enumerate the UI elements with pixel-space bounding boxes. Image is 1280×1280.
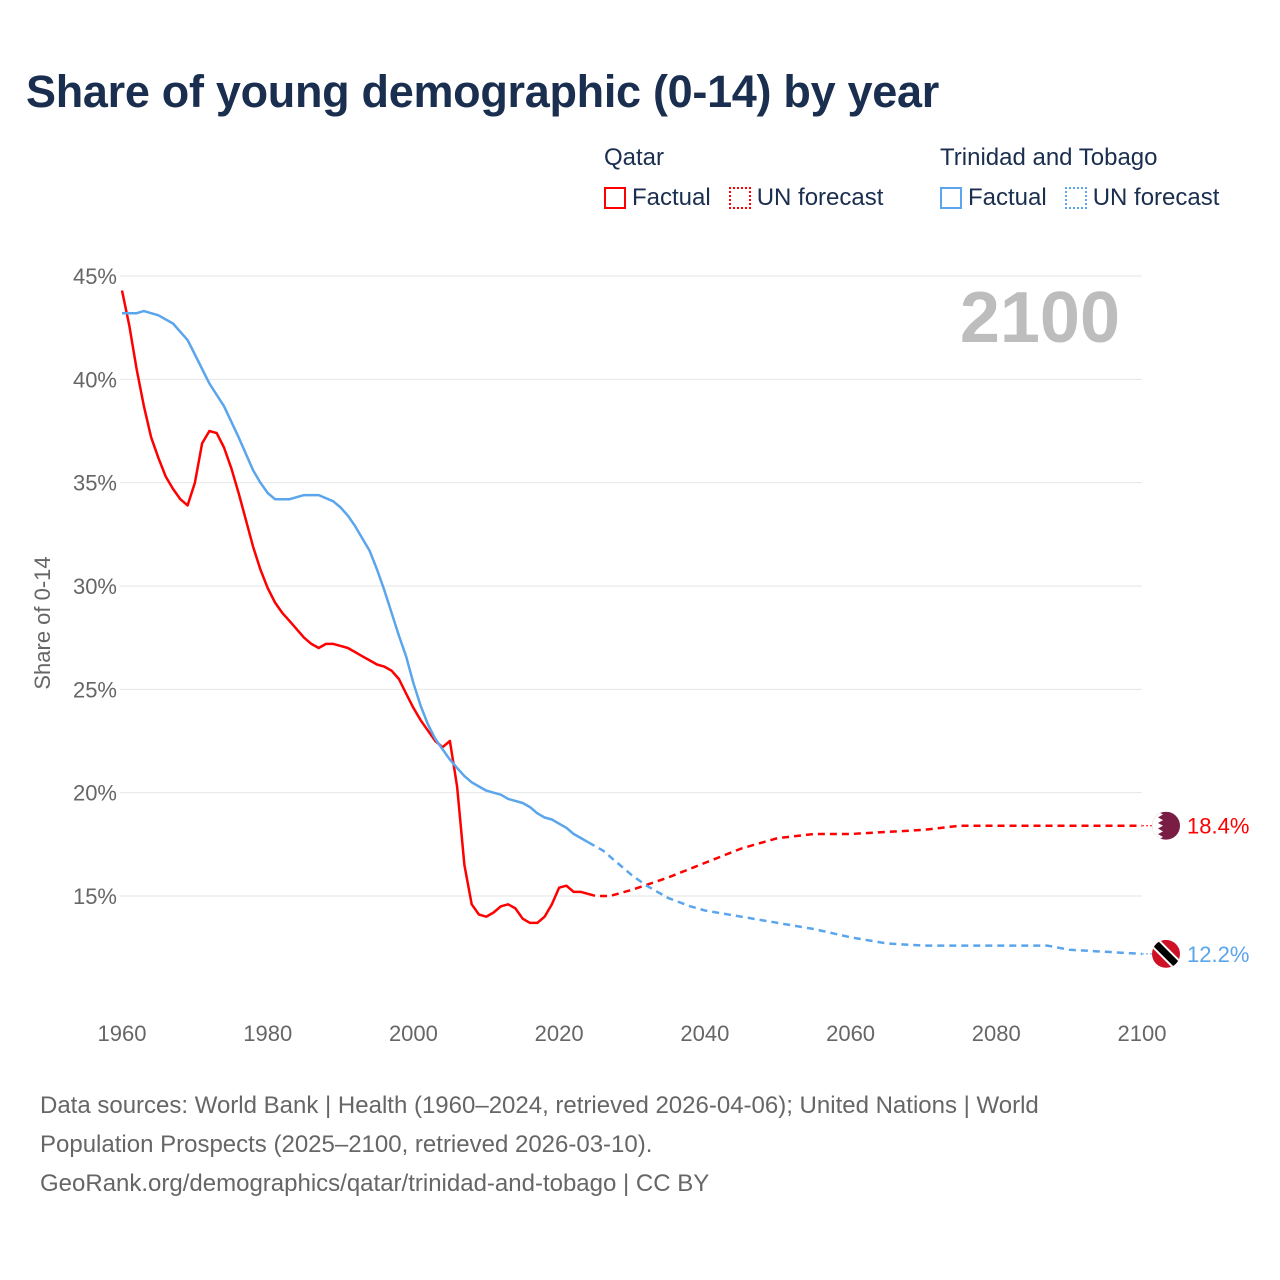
year-watermark: 2100 bbox=[960, 278, 1120, 358]
chart-title: Share of young demographic (0-14) by yea… bbox=[26, 66, 939, 117]
footer-sources-cont: Population Prospects (2025–2100, retriev… bbox=[40, 1131, 653, 1158]
trinidad-and-tobago-end-value-label: 12.2% bbox=[1187, 942, 1249, 967]
footer-attribution[interactable]: GeoRank.org/demographics/qatar/trinidad-… bbox=[40, 1170, 710, 1197]
y-tick-label: 30% bbox=[73, 574, 117, 599]
footer-sources: Data sources: World Bank | Health (1960–… bbox=[40, 1092, 1039, 1119]
trinidad-and-tobago-factual-line bbox=[122, 309, 589, 844]
legend-swatch-dotted bbox=[1064, 187, 1087, 209]
legend-group-qatar: Qatar Factual UN forecast bbox=[604, 144, 883, 212]
x-tick-label: 1960 bbox=[98, 1021, 147, 1046]
legend-label: Factual bbox=[632, 184, 711, 211]
flag-body bbox=[1152, 939, 1180, 968]
legend-swatch-solid bbox=[604, 187, 626, 209]
trinidad-and-tobago-flag-icon bbox=[1152, 939, 1180, 968]
flag-white-serration bbox=[1152, 811, 1163, 840]
legend-label: UN forecast bbox=[756, 184, 884, 211]
legend-trinidad-forecast[interactable]: UN forecast bbox=[1064, 184, 1220, 212]
legend-trinidad-factual[interactable]: Factual bbox=[940, 184, 1047, 212]
qatar-flag-icon bbox=[1152, 811, 1180, 840]
x-tick-label: 2000 bbox=[389, 1021, 438, 1046]
legend-swatch-dotted bbox=[728, 187, 751, 209]
legend-qatar-factual[interactable]: Factual bbox=[604, 184, 711, 212]
y-tick-label: 20% bbox=[73, 781, 117, 806]
trinidad-and-tobago-forecast-line bbox=[587, 841, 1143, 956]
x-tick-label: 2020 bbox=[535, 1021, 584, 1046]
y-tick-label: 35% bbox=[73, 471, 117, 496]
line-chart: 15% 20% 25% 30% 35% 40% 45% 1960 1980 2000 2020 204… bbox=[30, 264, 1249, 1046]
y-tick-label: 40% bbox=[73, 367, 117, 392]
flag-body bbox=[1152, 811, 1180, 840]
footer: Data sources: World Bank | Health (1960–… bbox=[40, 1086, 1160, 1203]
x-tick-label: 2100 bbox=[1118, 1021, 1167, 1046]
legend-label: Factual bbox=[968, 184, 1047, 211]
legend-swatch-solid bbox=[940, 187, 962, 209]
legend-group-trinidad: Trinidad and Tobago Factual UN forecast bbox=[940, 144, 1219, 212]
qatar-forecast-line bbox=[587, 824, 1142, 898]
x-tick-label: 2040 bbox=[680, 1021, 729, 1046]
x-tick-label: 2060 bbox=[826, 1021, 875, 1046]
legend-country-label: Trinidad and Tobago bbox=[940, 144, 1158, 171]
y-axis-label: Share of 0-14 bbox=[30, 556, 55, 689]
x-tick-label: 2080 bbox=[972, 1021, 1021, 1046]
legend-country-label: Qatar bbox=[604, 144, 665, 171]
y-tick-label: 25% bbox=[73, 677, 117, 702]
qatar-factual-line bbox=[120, 290, 589, 925]
x-tick-label: 1980 bbox=[243, 1021, 292, 1046]
legend-qatar-forecast[interactable]: UN forecast bbox=[728, 184, 884, 212]
qatar-end-value-label: 18.4% bbox=[1187, 814, 1249, 839]
y-tick-label: 15% bbox=[73, 884, 117, 909]
legend-label: UN forecast bbox=[1092, 184, 1220, 211]
y-tick-label: 45% bbox=[73, 264, 117, 289]
